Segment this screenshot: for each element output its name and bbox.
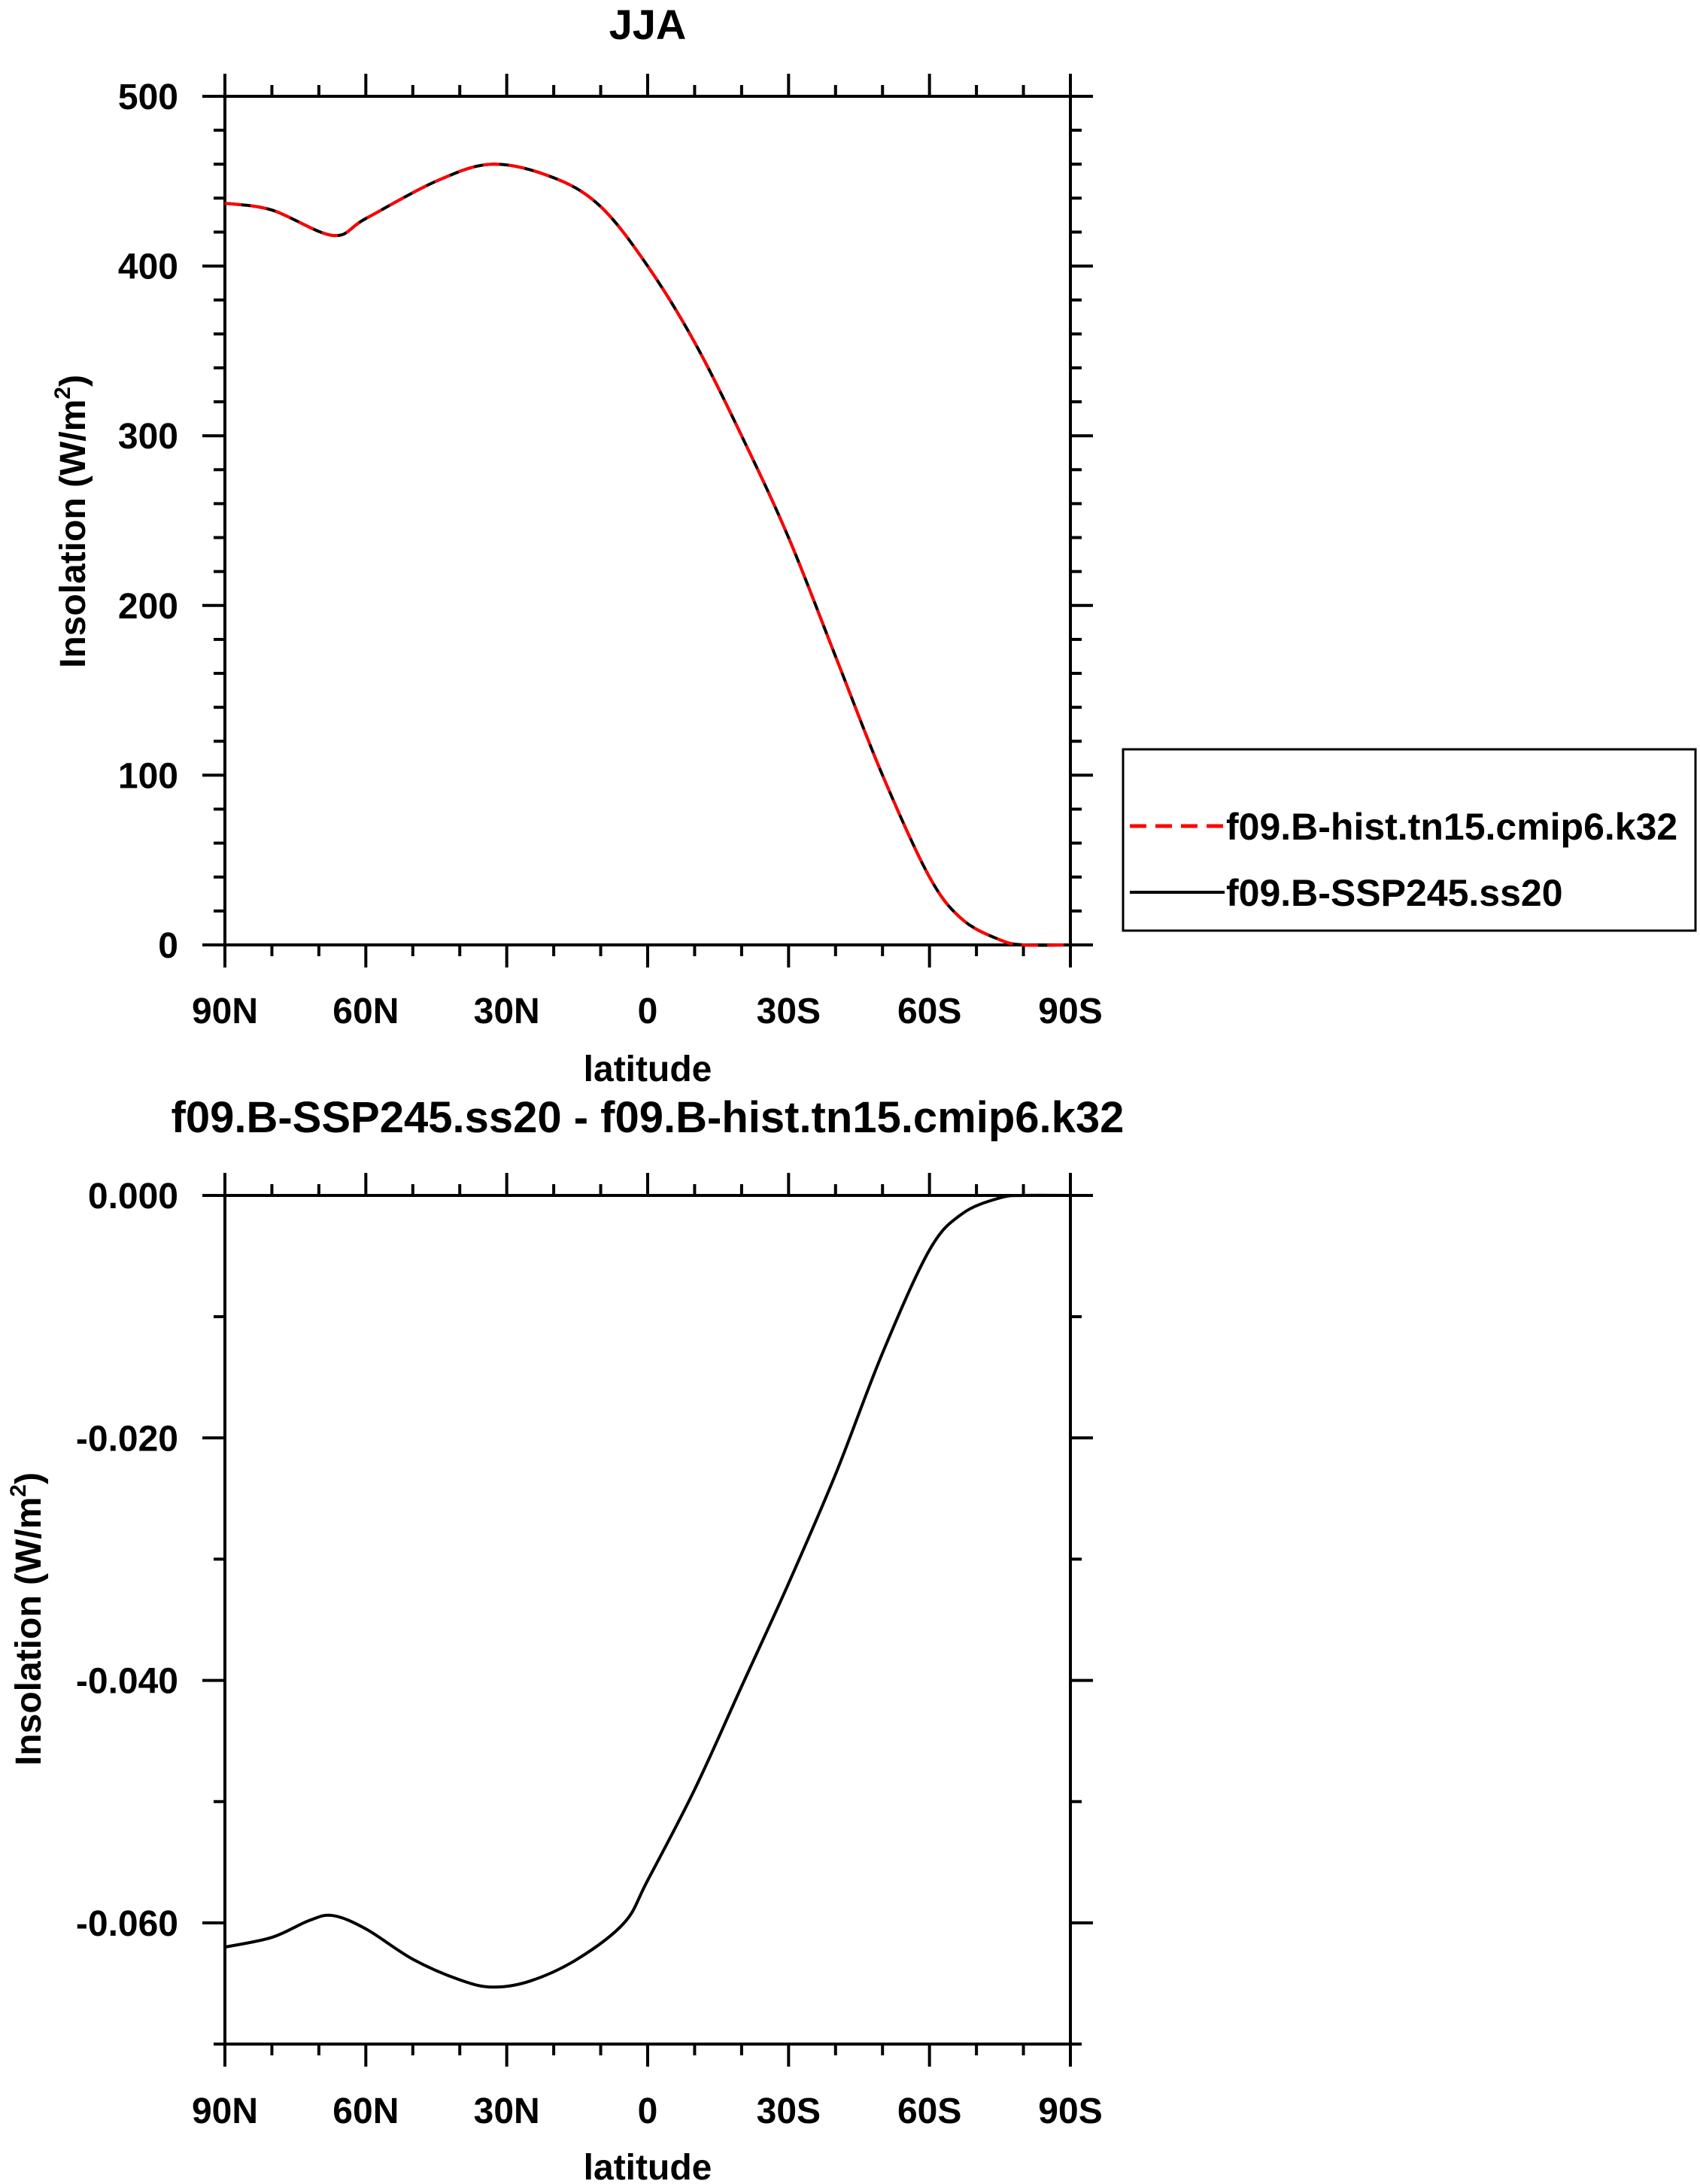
plot-frame [223,1194,1072,2046]
plot-frame [223,95,1072,946]
x-tick-label: 0 [638,2091,658,2131]
y-tick-label: 200 [118,587,178,627]
x-tick-label: 90S [1038,992,1102,1031]
x-tick-label: 90N [192,2091,258,2131]
x-tick-label: 60S [897,2091,961,2131]
x-tick-label: 60N [332,2091,399,2131]
top-chart-title: JJA [609,1,687,48]
series-line-difference [224,1193,1071,1989]
legend-box [1122,748,1697,932]
legend-label-ssp: f09.B-SSP245.ss20 [1226,872,1563,914]
top-plot: 90N 60N 30N 0 30S 60S 90S 0 100 200 300 400 500 Insol… [50,74,1103,1031]
y-axis-label: Insolation (W/m2) [6,1472,49,1766]
top-x-axis-label: latitude [584,1049,712,1089]
x-tick-label: 30S [757,2091,821,2131]
x-tick-label: 30N [474,2091,540,2131]
y-tick-label: 0 [158,926,178,966]
legend: f09.B-hist.tn15.cmip6.k32 f09.B-SSP245.s… [1122,748,1697,932]
y-tick-label: 400 [118,248,178,287]
y-tick-label: 300 [118,417,178,457]
y-tick-label: -0.040 [76,1662,178,1702]
legend-label-hist: f09.B-hist.tn15.cmip6.k32 [1226,806,1677,848]
y-axis-label: Insolation (W/m2) [50,375,93,668]
x-tick-label: 60S [897,992,961,1031]
x-tick-label: 90S [1038,2091,1102,2131]
y-tick-label: 0.000 [88,1177,178,1217]
y-tick-label: -0.060 [76,1904,178,1944]
series-line-f09-b-ssp245-ss20 [224,163,1071,947]
x-tick-label: 0 [638,992,658,1031]
x-tick-label: 60N [332,992,399,1031]
x-tick-label: 90N [192,992,258,1031]
bottom-x-axis-label: latitude [584,2148,712,2184]
bottom-chart-title: f09.B-SSP245.ss20 - f09.B-hist.tn15.cmip… [172,1093,1125,1142]
y-tick-label: 500 [118,77,178,117]
y-tick-label: -0.020 [76,1419,178,1459]
x-tick-label: 30N [474,992,540,1031]
x-tick-label: 30S [757,992,821,1031]
bottom-plot: 90N 60N 30N 0 30S 60S 90S 0.000 -0.020 -0.040 -0.0… [6,1173,1103,2131]
series-line-f09-b-hist-tn15-cmip6-k32 [224,163,1071,947]
y-tick-label: 100 [118,756,178,796]
